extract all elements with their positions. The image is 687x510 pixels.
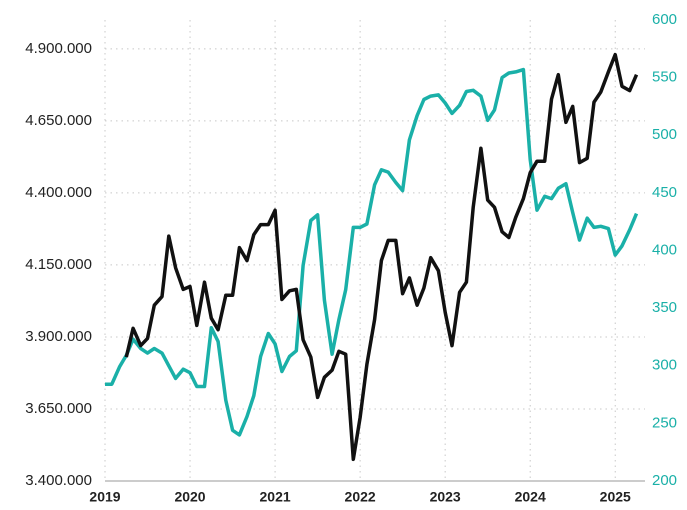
y2-tick-label: 200	[652, 472, 677, 489]
y2-tick-label: 400	[652, 241, 677, 258]
x-tick-label: 2021	[260, 489, 291, 505]
y-tick-label: 3.650.000	[25, 400, 92, 417]
series-line	[124, 52, 639, 462]
series-line	[105, 67, 639, 437]
y2-tick-label: 250	[652, 414, 677, 431]
y2-tick-label: 500	[652, 126, 677, 143]
y2-tick-label: 600	[652, 11, 677, 28]
y-tick-label: 4.150.000	[25, 256, 92, 273]
y2-tick-label: 350	[652, 299, 677, 316]
x-tick-label: 2019	[89, 489, 120, 505]
x-tick-label: 2024	[515, 489, 546, 505]
y2-tick-label: 300	[652, 357, 677, 374]
y2-tick-label: 450	[652, 184, 677, 201]
x-tick-label: 2020	[174, 489, 205, 505]
y-tick-label: 4.900.000	[25, 40, 92, 57]
y-tick-label: 4.400.000	[25, 184, 92, 201]
y2-tick-label: 550	[652, 69, 677, 86]
x-tick-label: 2023	[430, 489, 461, 505]
y-tick-label: 4.650.000	[25, 112, 92, 129]
y-tick-label: 3.400.000	[25, 472, 92, 489]
x-tick-label: 2022	[345, 489, 376, 505]
y-tick-label: 3.900.000	[25, 328, 92, 345]
x-tick-label: 2025	[600, 489, 631, 505]
